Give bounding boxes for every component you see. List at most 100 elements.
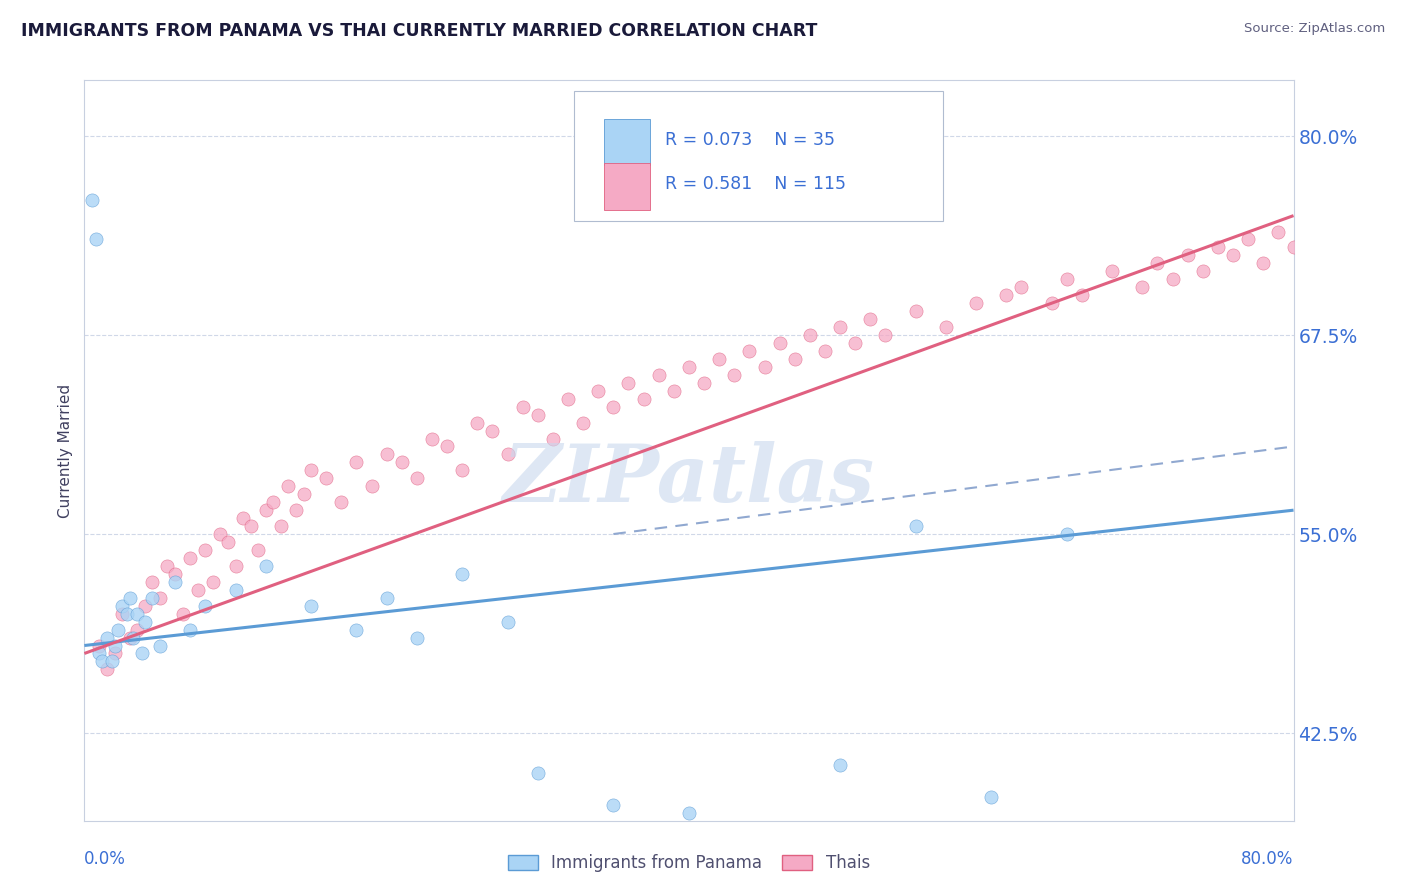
Point bbox=[232, 511, 254, 525]
Y-axis label: Currently Married: Currently Married bbox=[58, 384, 73, 517]
Point bbox=[588, 384, 610, 398]
Point bbox=[1192, 264, 1215, 278]
Point bbox=[1101, 264, 1123, 278]
Point bbox=[602, 797, 624, 812]
Point bbox=[1206, 240, 1229, 254]
Point bbox=[1267, 225, 1289, 239]
Point bbox=[375, 447, 398, 461]
Text: 80.0%: 80.0% bbox=[1241, 850, 1294, 868]
Point bbox=[1327, 209, 1350, 223]
Point bbox=[225, 558, 247, 573]
Point bbox=[156, 558, 179, 573]
Point bbox=[1071, 288, 1094, 302]
Point bbox=[131, 647, 153, 661]
Point bbox=[527, 765, 550, 780]
Point bbox=[904, 304, 927, 318]
Point bbox=[617, 376, 640, 390]
Point bbox=[965, 296, 987, 310]
Point bbox=[172, 607, 194, 621]
Point bbox=[270, 519, 292, 533]
Point bbox=[100, 655, 122, 669]
Point bbox=[315, 471, 337, 485]
Point bbox=[330, 495, 353, 509]
FancyBboxPatch shape bbox=[574, 91, 943, 221]
Point bbox=[89, 647, 111, 661]
Point bbox=[104, 647, 127, 661]
Point bbox=[830, 320, 852, 334]
Point bbox=[1388, 193, 1406, 207]
Point bbox=[96, 662, 118, 676]
Point bbox=[875, 328, 897, 343]
Point bbox=[1237, 232, 1260, 246]
Legend: Immigrants from Panama, Thais: Immigrants from Panama, Thais bbox=[502, 847, 876, 879]
Point bbox=[451, 463, 474, 477]
Point bbox=[420, 432, 443, 446]
Point bbox=[360, 479, 382, 493]
Point bbox=[165, 574, 187, 589]
Point bbox=[89, 639, 111, 653]
Point bbox=[149, 591, 172, 605]
Point bbox=[481, 424, 503, 438]
Point bbox=[572, 416, 595, 430]
Point bbox=[115, 607, 138, 621]
Point bbox=[1298, 217, 1320, 231]
Point bbox=[104, 639, 127, 653]
Point bbox=[118, 591, 141, 605]
Point bbox=[107, 623, 129, 637]
Point bbox=[496, 615, 519, 629]
Point bbox=[194, 599, 217, 613]
Point bbox=[127, 607, 149, 621]
Point bbox=[1313, 232, 1336, 246]
Point bbox=[709, 351, 731, 366]
Point bbox=[496, 447, 519, 461]
Point bbox=[165, 566, 187, 581]
Point bbox=[80, 193, 103, 207]
Point bbox=[783, 351, 806, 366]
Point bbox=[149, 639, 172, 653]
Point bbox=[285, 503, 308, 517]
Point bbox=[814, 343, 837, 358]
Point bbox=[134, 599, 156, 613]
Point bbox=[1177, 248, 1199, 262]
Point bbox=[111, 599, 134, 613]
Point bbox=[121, 631, 143, 645]
Point bbox=[557, 392, 579, 406]
Point bbox=[141, 591, 163, 605]
Point bbox=[118, 631, 141, 645]
Point bbox=[844, 336, 866, 351]
Point bbox=[1056, 272, 1078, 286]
Point bbox=[299, 463, 322, 477]
Point bbox=[277, 479, 299, 493]
Point bbox=[436, 440, 458, 454]
Point bbox=[1343, 225, 1365, 239]
Text: ZIPatlas: ZIPatlas bbox=[503, 442, 875, 519]
Point bbox=[194, 543, 217, 558]
Point bbox=[935, 320, 957, 334]
Point bbox=[738, 343, 761, 358]
Point bbox=[769, 336, 792, 351]
Point bbox=[1161, 272, 1184, 286]
Point bbox=[1132, 280, 1154, 294]
Point bbox=[91, 655, 114, 669]
Point bbox=[201, 574, 224, 589]
Point bbox=[391, 455, 413, 469]
Text: R = 0.073    N = 35: R = 0.073 N = 35 bbox=[665, 130, 835, 148]
Text: Source: ZipAtlas.com: Source: ZipAtlas.com bbox=[1244, 22, 1385, 36]
Point bbox=[451, 566, 474, 581]
Point bbox=[96, 631, 118, 645]
Point bbox=[1282, 240, 1305, 254]
Point bbox=[995, 288, 1018, 302]
Point bbox=[980, 789, 1002, 804]
Point bbox=[127, 623, 149, 637]
Point bbox=[141, 574, 163, 589]
Point bbox=[254, 503, 277, 517]
Point bbox=[247, 543, 270, 558]
Point bbox=[754, 359, 776, 374]
Point bbox=[1358, 201, 1381, 215]
Point bbox=[1040, 296, 1063, 310]
Point bbox=[134, 615, 156, 629]
Point bbox=[678, 805, 700, 820]
Point bbox=[541, 432, 564, 446]
Point bbox=[467, 416, 489, 430]
Point bbox=[648, 368, 671, 382]
